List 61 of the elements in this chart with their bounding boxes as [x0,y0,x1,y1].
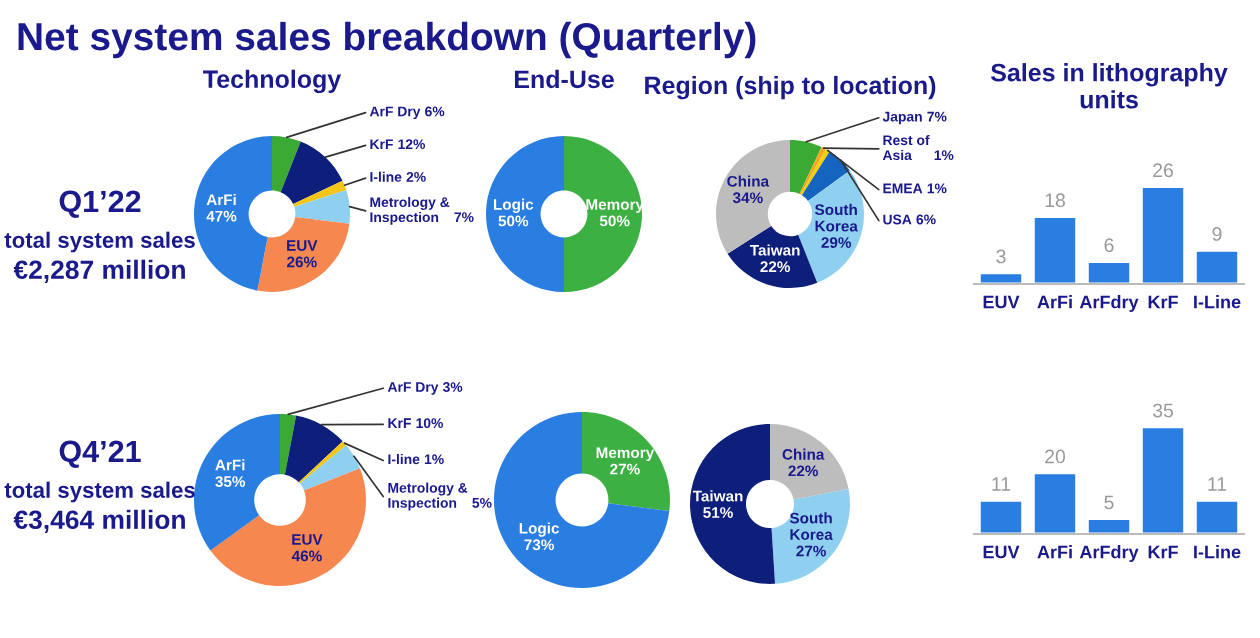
data-label: 6 [1104,238,1114,253]
bar [1032,215,1078,284]
donut-slice [299,445,360,491]
bar [1086,260,1132,284]
x-tick-label: ArFi [1037,295,1072,309]
donut-slice [298,441,347,484]
text: total system sales [4,231,195,253]
x-tick-label: KrF [1148,545,1178,559]
x-tick-label: I-Line [1194,295,1241,309]
x-tick-label: EUV [983,545,1020,559]
x-tick-label: I-Line [1194,545,1241,559]
bar [1194,498,1240,534]
x-tick-label: ArFdry [1079,545,1139,562]
bar [1194,248,1240,284]
text: €2,287 million [13,259,185,283]
donut-slice [690,424,776,584]
data-label: 18 [1045,193,1065,208]
donut-slice [770,424,849,500]
bar [1032,471,1078,534]
donut-slice [257,216,350,292]
data-label: 5 [1104,495,1114,510]
text: Q4’21 [59,440,141,468]
bar [978,271,1024,284]
data-label: 11 [1208,477,1227,491]
donut-slice [494,412,670,588]
data-label: 9 [1212,227,1222,241]
donut-slice [284,415,343,483]
donut-slice [564,136,642,292]
bar [1086,517,1132,534]
donut-slice [210,468,366,586]
x-tick-label: ArFdry [1079,295,1139,312]
donut-slice [194,414,280,551]
text: Q1’22 [59,190,141,218]
donut-slice [790,140,822,194]
chart-title: End-Use [514,69,614,89]
text: €3,464 million [13,509,185,533]
data-label: 3 [996,249,1006,264]
data-label: 11 [992,477,1011,491]
donut-slice [582,412,670,512]
x-tick-label: ArFi [1037,545,1072,559]
data-label: 20 [1045,449,1066,464]
data-label: 35 [1152,403,1173,418]
chart-title: Technology [203,69,342,94]
donut-slice [293,180,347,207]
donut-slice [486,136,564,292]
donut-slice [801,151,850,201]
donut-slice [280,141,343,205]
donut-slice [294,189,350,224]
text: total system sales [4,481,195,503]
donut-slice [194,136,272,291]
bar [978,498,1024,534]
donut-slice [272,136,301,193]
x-tick-label: EUV [983,295,1020,309]
chart-title: Sales in lithography units [990,63,1228,109]
text: Net system sales breakdown (Quarterly) [18,21,756,59]
bar [1140,185,1186,284]
data-label: 26 [1153,163,1173,178]
donut-slice [280,414,297,475]
bar [1140,425,1186,534]
x-tick-label: KrF [1148,295,1178,309]
chart-title: Region (ship to location) [645,75,936,100]
